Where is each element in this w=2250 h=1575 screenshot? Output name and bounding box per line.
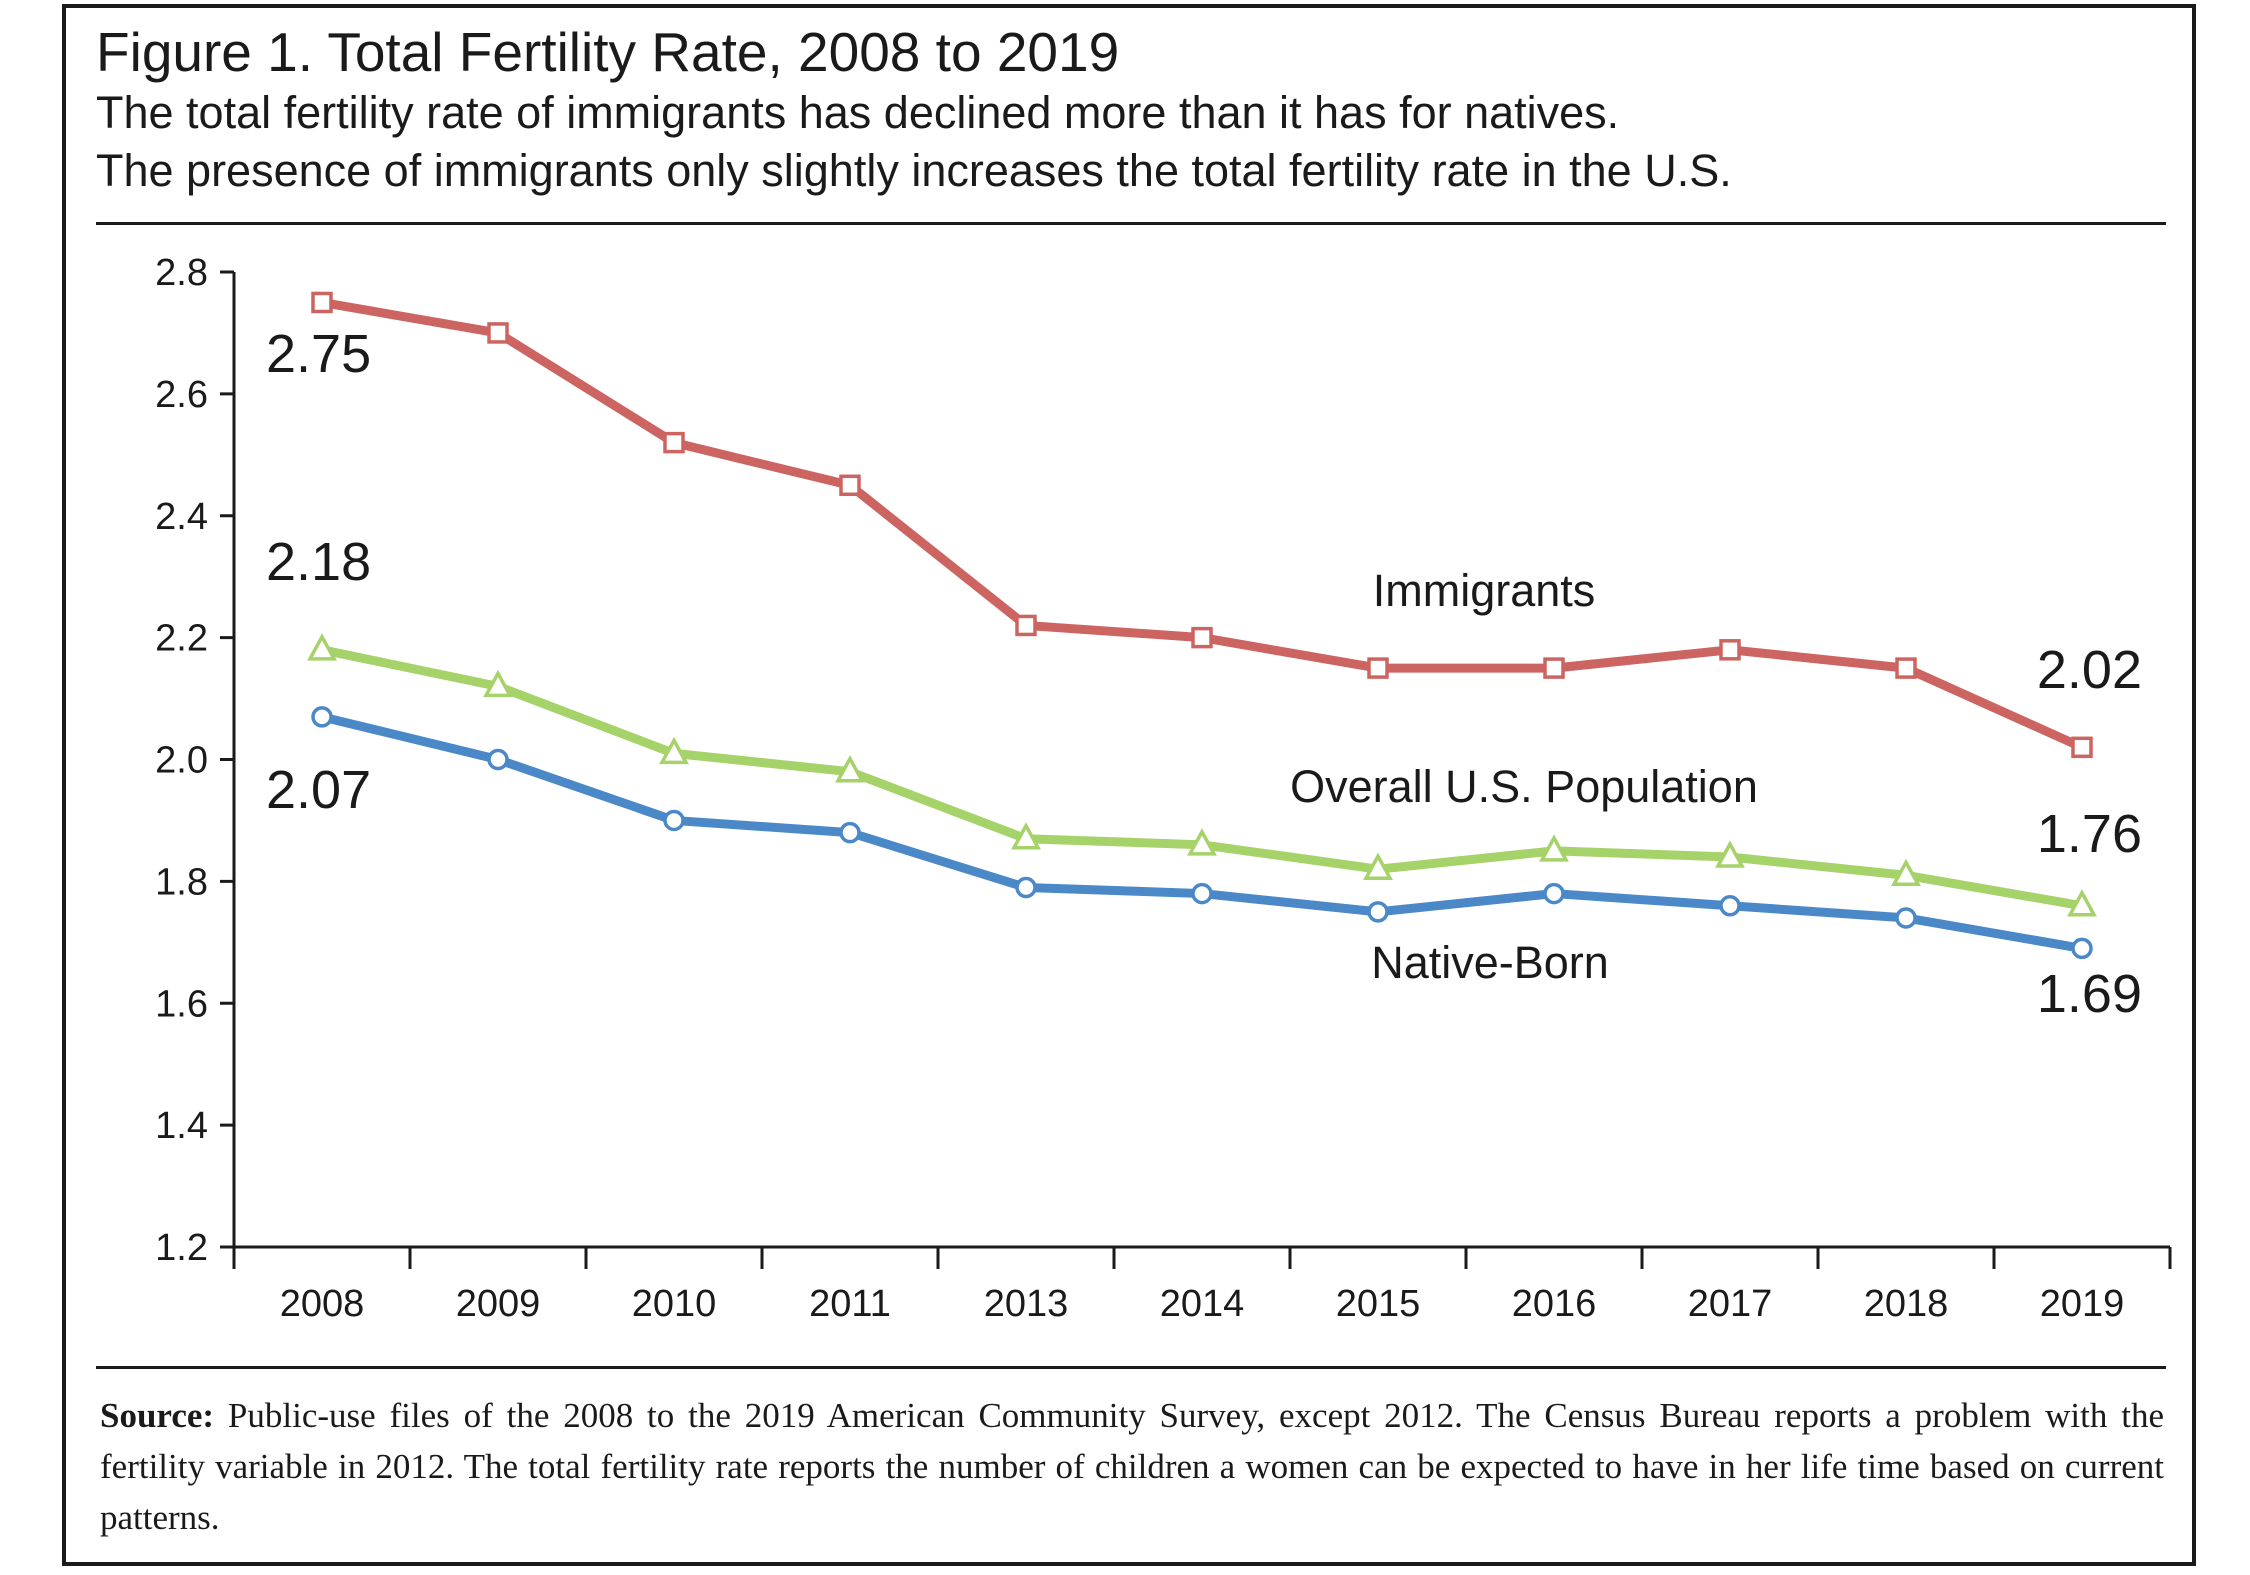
x-tick-label: 2016 [1512, 1283, 1597, 1325]
data-label-end: 2.02 [2037, 640, 2142, 700]
chart-axes: 1.2 1.4 1.6 1.8 2.0 2.2 2.4 2.6 2.8 2008 2009 2010 2… [155, 252, 2172, 1325]
data-point-circle [2071, 937, 2093, 960]
source-text: Public-use files of the 2008 to the 2019… [100, 1396, 2164, 1537]
chart-subtitle-line-1: The total fertility rate of immigrants h… [96, 87, 1620, 138]
x-tick-label: 2009 [456, 1283, 541, 1325]
series-line [321, 645, 2083, 911]
y-tick-label: 1.8 [155, 861, 208, 903]
data-label-end: 1.69 [2037, 964, 2142, 1024]
data-point-circle [1191, 882, 1213, 905]
data-point-circle [1367, 901, 1389, 923]
data-point-circle [1719, 895, 1741, 917]
y-tick-label: 1.6 [155, 983, 208, 1025]
data-point-triangle [1891, 858, 1921, 887]
data-point-triangle [1539, 834, 1569, 862]
x-tick-label: 2014 [1160, 1283, 1245, 1325]
data-point-triangle [835, 755, 865, 783]
x-tick-label: 2013 [984, 1283, 1069, 1325]
data-point-square [1367, 657, 1389, 679]
data-point-triangle [1715, 840, 1745, 868]
data-point-square [1895, 657, 1917, 679]
data-point-square [311, 291, 333, 314]
data-point-circle [663, 809, 685, 832]
chart-subtitle-line-2: The presence of immigrants only slightly… [96, 145, 1732, 196]
data-point-square [487, 322, 509, 344]
data-label-start: 2.18 [266, 532, 371, 592]
data-point-circle [311, 706, 333, 728]
data-point-triangle [2067, 889, 2097, 917]
series-name-label: Immigrants [1373, 565, 1596, 616]
y-tick-label: 2.2 [155, 618, 208, 660]
header-divider [96, 222, 2166, 225]
data-point-triangle [1363, 852, 1393, 880]
chart-title: Figure 1. Total Fertility Rate, 2008 to … [96, 21, 1120, 83]
data-point-triangle [307, 633, 337, 661]
data-point-circle [487, 748, 509, 771]
data-point-square [1719, 639, 1741, 661]
data-point-circle [1015, 876, 1037, 899]
data-point-square [663, 431, 685, 454]
y-tick-label: 1.2 [155, 1227, 208, 1269]
x-tick-label: 2010 [632, 1283, 717, 1325]
data-point-square [1543, 657, 1565, 679]
source-note: Source: Public-use files of the 2008 to … [100, 1390, 2164, 1543]
x-tick-label: 2018 [1864, 1283, 1949, 1325]
x-tick-label: 2008 [280, 1283, 365, 1325]
footer-divider [96, 1366, 2166, 1369]
data-point-square [2071, 736, 2093, 759]
y-tick-label: 2.6 [155, 374, 208, 416]
data-point-triangle [1011, 822, 1041, 850]
series-name-label: Overall U.S. Population [1290, 761, 1758, 812]
data-point-circle [1895, 907, 1917, 929]
y-tick-label: 2.8 [155, 252, 208, 294]
data-point-triangle [659, 736, 689, 765]
data-point-square [839, 474, 861, 497]
y-tick-label: 2.0 [155, 740, 208, 782]
data-point-circle [1543, 882, 1565, 905]
data-label-end: 1.76 [2037, 804, 2142, 864]
series-labels: 2.75 2.02 Immigrants 2.18 1.76 Overall U.S. P… [266, 324, 2142, 1024]
y-tick-label: 1.4 [155, 1105, 208, 1147]
series-lines [307, 291, 2097, 960]
x-tick-label: 2017 [1688, 1283, 1773, 1325]
data-point-triangle [483, 669, 513, 698]
data-point-triangle [1187, 828, 1217, 856]
series-name-label: Native-Born [1371, 937, 1609, 988]
data-point-square [1015, 614, 1037, 637]
data-point-circle [839, 821, 861, 844]
y-tick-label: 2.4 [155, 496, 208, 538]
source-label: Source: [100, 1396, 215, 1435]
data-label-start: 2.07 [266, 760, 371, 820]
data-point-square [1191, 626, 1213, 649]
x-tick-label: 2015 [1336, 1283, 1421, 1325]
x-tick-label: 2011 [809, 1283, 891, 1325]
data-label-start: 2.75 [266, 324, 371, 384]
x-tick-label: 2019 [2040, 1283, 2125, 1325]
figure-frame [62, 4, 2196, 1566]
series-line [321, 298, 2084, 752]
